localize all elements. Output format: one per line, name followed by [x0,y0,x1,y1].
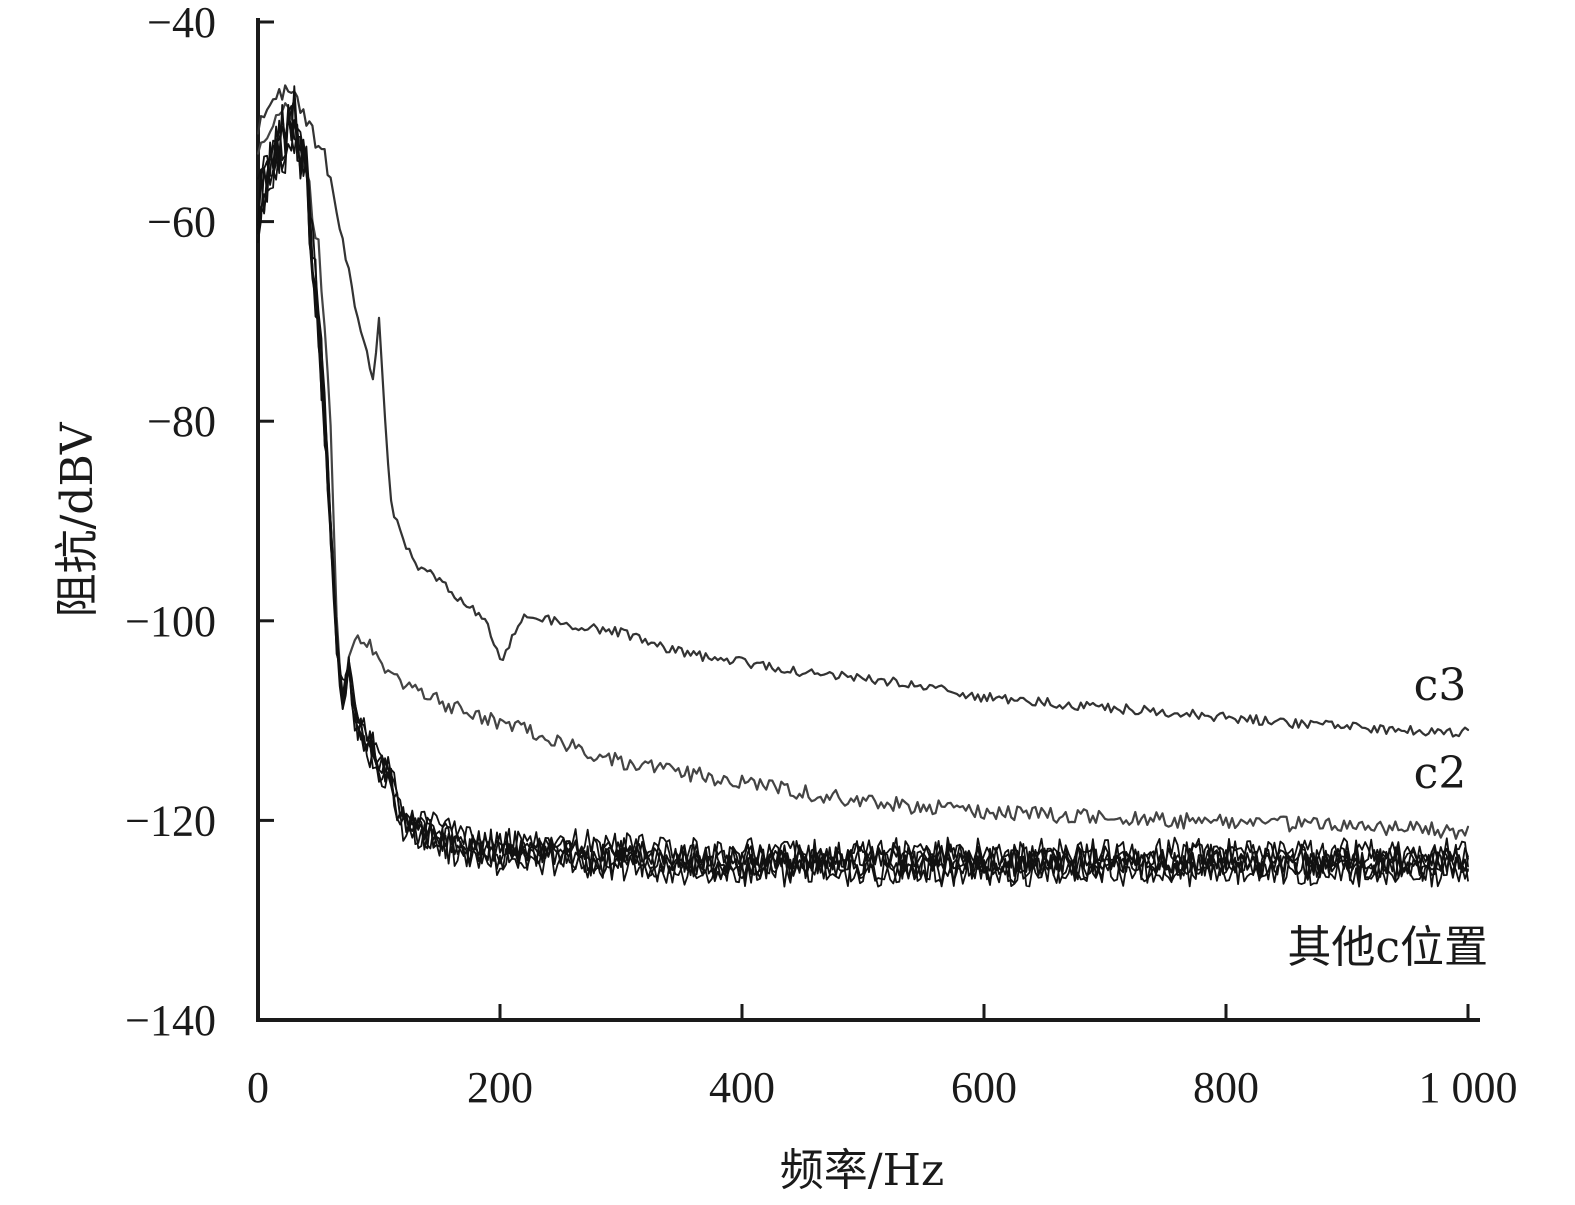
y-tick-label: −60 [147,198,216,247]
x-tick-label: 800 [1193,1063,1259,1112]
series-line-c2 [256,102,1470,840]
series-labels: c3 c2 其他c位置 [1287,660,1488,973]
series-line-other-c-positions [257,116,1469,878]
x-tick-label: 400 [709,1063,775,1112]
x-axis-title: 频率/Hz [780,1145,944,1196]
x-tick-label: 1 000 [1419,1063,1518,1112]
series-label: c3 [1414,660,1467,711]
series-group [256,84,1470,888]
x-tick-label: 0 [247,1063,269,1112]
y-axis-title: 阻抗/dBV [52,421,103,617]
y-axis-ticks: −40 −60 −80 −100 −120 −140 [125,0,274,1045]
y-tick-label: −80 [147,397,216,446]
y-tick-label: −40 [147,0,216,47]
series-label: 其他c位置 [1287,922,1488,973]
series-line-other-c-positions [257,105,1469,888]
y-tick-label: −140 [125,996,216,1045]
y-tick-label: −120 [125,796,216,845]
series-line-other-c-positions [257,96,1469,874]
x-tick-label: 200 [467,1063,533,1112]
series-label: c2 [1414,748,1467,799]
axes [256,18,1480,1022]
x-axis-ticks: 0 200 400 600 800 1 000 [247,1004,1518,1112]
series-line-other-c-positions [257,85,1469,871]
series-line-c3 [256,84,1470,738]
y-tick-label: −100 [125,597,216,646]
x-tick-label: 600 [951,1063,1017,1112]
series-line-other-c-positions [257,112,1469,881]
series-line-other-c-positions [257,119,1469,885]
